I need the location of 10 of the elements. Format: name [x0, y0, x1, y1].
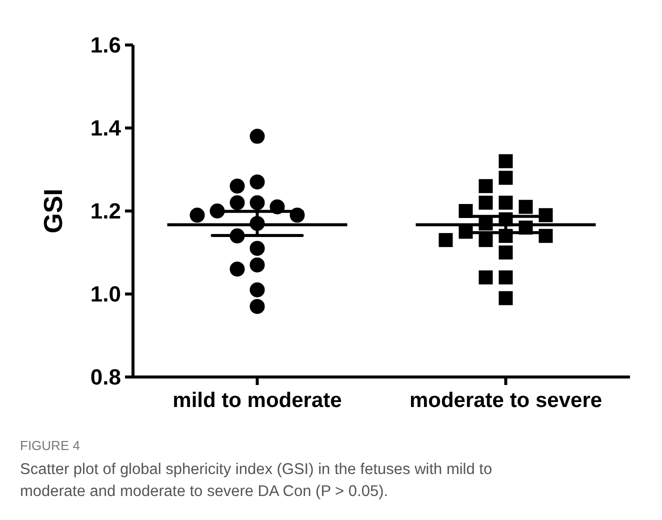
caption: FIGURE 4 [20, 438, 80, 453]
text: Scatter plot of global sphericity index (GSI) in the fetuses with mild to moderate and moderate to severe DA Con (P > 0.05). [20, 461, 492, 500]
y-tick-label: 1.6 [90, 32, 121, 58]
y-tick-label: 1.4 [90, 116, 122, 141]
y-tick-label: 1.0 [90, 282, 121, 307]
x-tick-label: moderate to severe [409, 389, 602, 412]
y-axis-title: GSI [38, 188, 68, 234]
y-tick-label: 0.8 [90, 364, 121, 390]
y-tick-label: 1.2 [90, 198, 121, 224]
x-tick-label: mild to moderate [172, 389, 342, 412]
